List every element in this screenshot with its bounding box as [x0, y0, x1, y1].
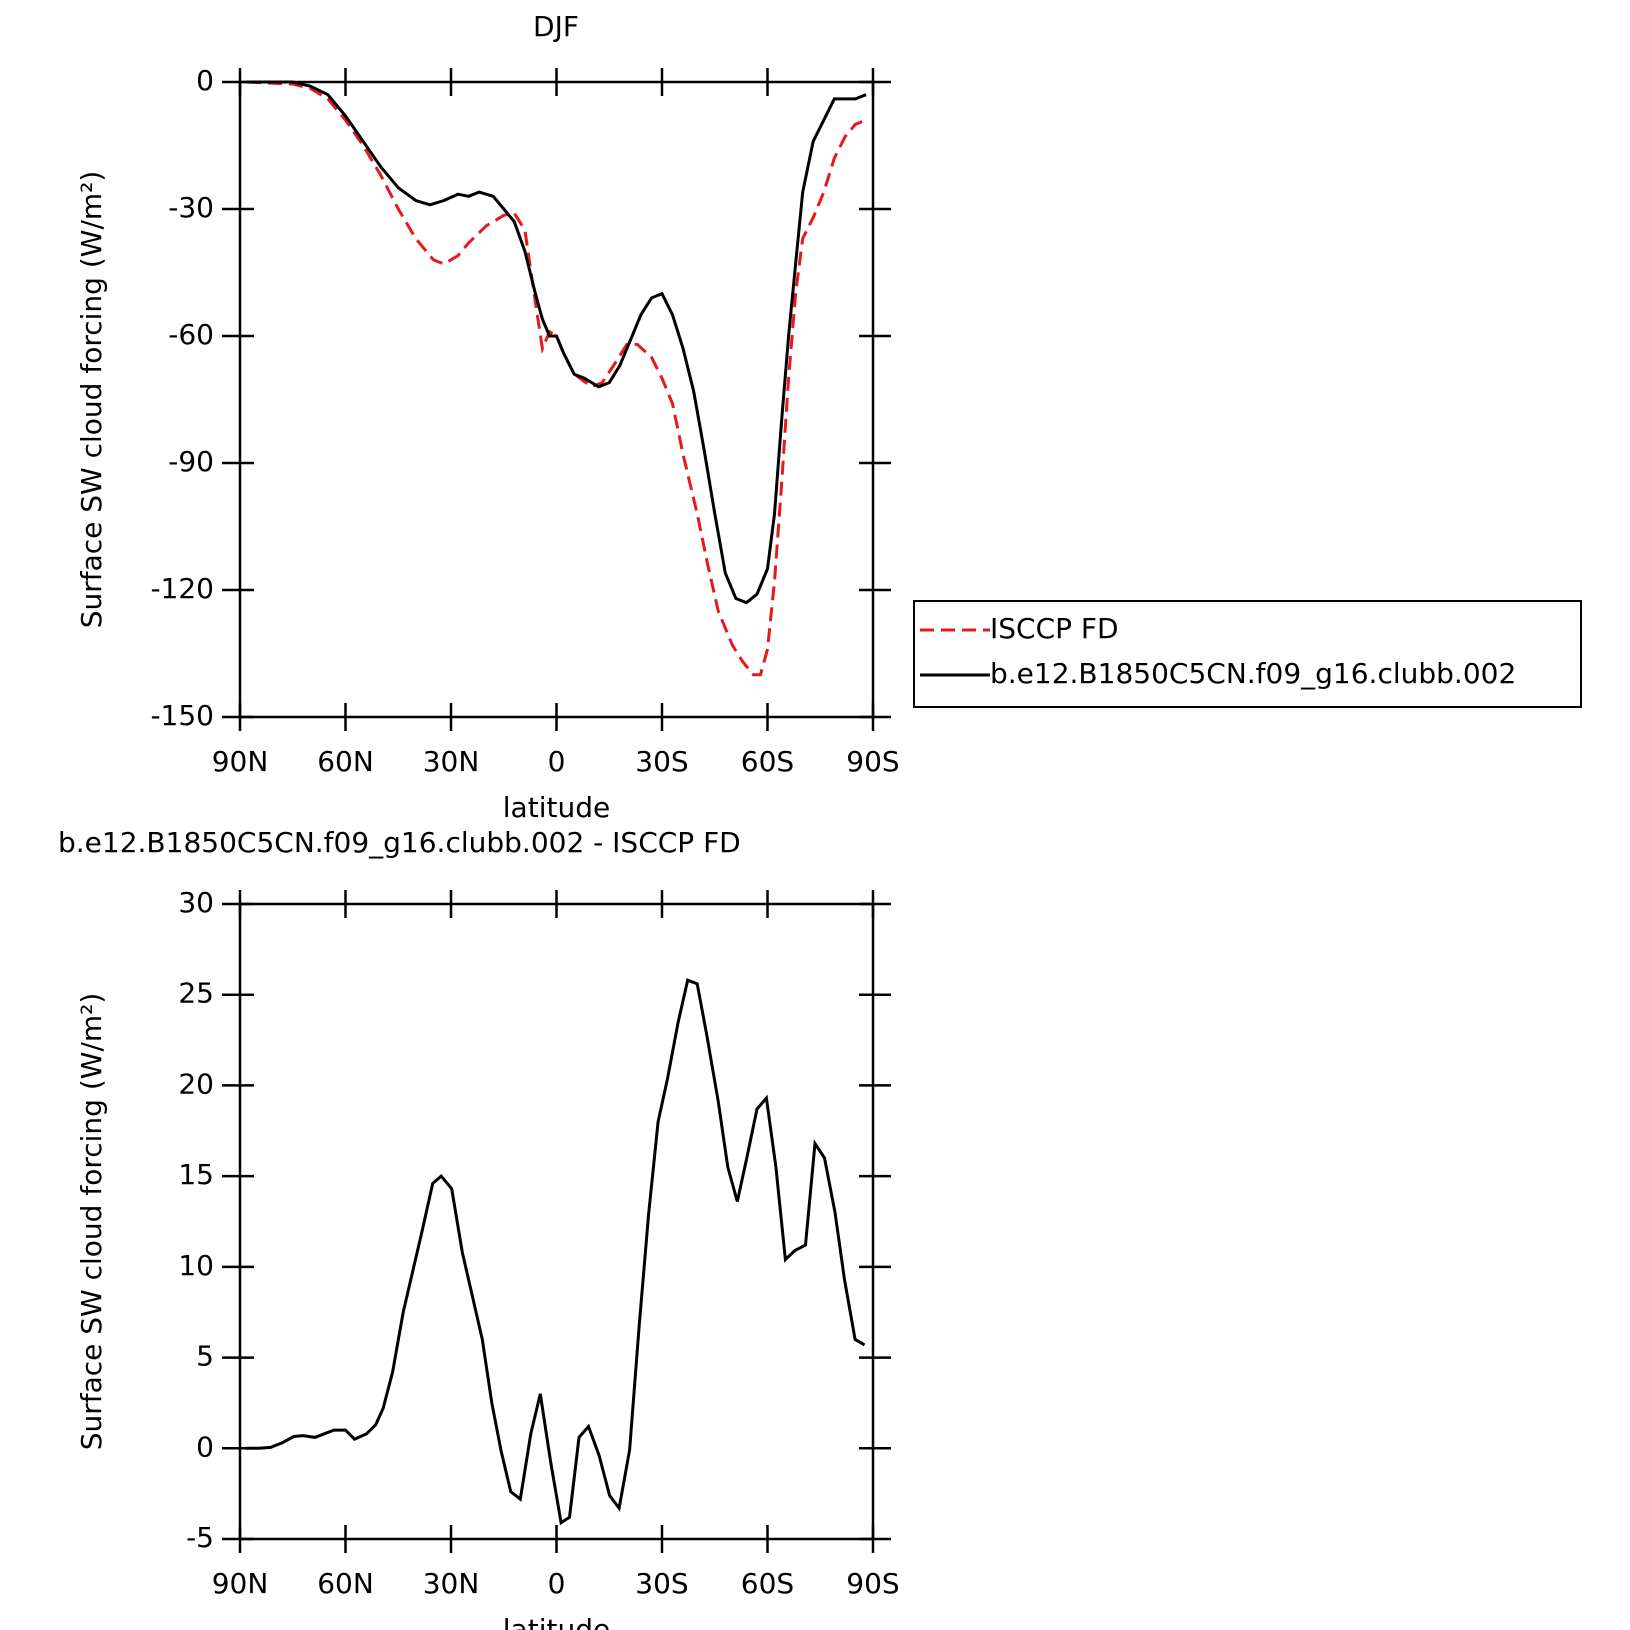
y-tick-label: 5 — [196, 1340, 214, 1373]
y-tick-label: -120 — [150, 572, 214, 605]
data-line — [247, 80, 867, 605]
y-tick-label: -150 — [150, 699, 214, 732]
chart-title: b.e12.B1850C5CN.f09_g16.clubb.002 - ISCC… — [58, 826, 741, 859]
chart-title: DJF — [533, 10, 579, 43]
x-tick-label: 30S — [635, 745, 688, 778]
x-axis-label: latitude — [503, 1613, 610, 1630]
y-tick-label: 25 — [178, 977, 214, 1010]
x-tick-label: 0 — [548, 1567, 566, 1600]
legend-label: b.e12.B1850C5CN.f09_g16.clubb.002 — [990, 657, 1516, 690]
y-tick-label: -60 — [168, 318, 214, 351]
x-tick-label: 0 — [548, 745, 566, 778]
legend-box — [913, 600, 1582, 708]
y-tick-label: 10 — [178, 1249, 214, 1282]
y-axis-label: Surface SW cloud forcing (W/m²) — [75, 171, 108, 629]
x-tick-label: 90N — [212, 745, 269, 778]
x-tick-label: 90S — [846, 1567, 899, 1600]
plot-frame — [238, 902, 875, 1541]
y-tick-label: -90 — [168, 445, 214, 478]
data-line — [246, 80, 867, 677]
y-tick-label: -30 — [168, 191, 214, 224]
y-tick-label: 0 — [196, 64, 214, 97]
x-tick-label: 60S — [741, 745, 794, 778]
x-tick-label: 30S — [635, 1567, 688, 1600]
x-tick-label: 60S — [741, 1567, 794, 1600]
plot-frame — [238, 80, 875, 719]
x-tick-label: 60N — [317, 745, 374, 778]
y-tick-label: -5 — [186, 1521, 214, 1554]
y-tick-label: 20 — [178, 1067, 214, 1100]
x-tick-label: 90S — [846, 745, 899, 778]
y-tick-label: 30 — [178, 886, 214, 919]
x-axis-label: latitude — [503, 791, 610, 824]
legend-label: ISCCP FD — [990, 612, 1119, 645]
x-tick-label: 60N — [317, 1567, 374, 1600]
x-tick-label: 90N — [212, 1567, 269, 1600]
y-tick-label: 0 — [196, 1430, 214, 1463]
y-tick-label: 15 — [178, 1158, 214, 1191]
y-axis-label: Surface SW cloud forcing (W/m²) — [75, 993, 108, 1451]
data-line — [246, 978, 866, 1526]
x-tick-label: 30N — [423, 1567, 480, 1600]
x-tick-label: 30N — [423, 745, 480, 778]
